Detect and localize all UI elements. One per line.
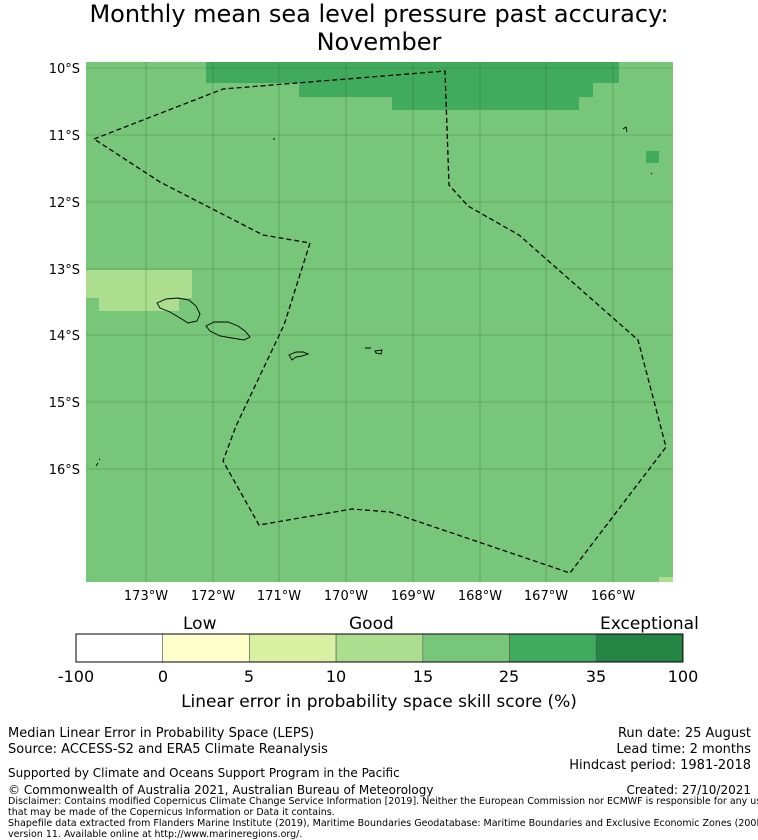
- lat-tick: 14°S: [49, 329, 80, 344]
- leps-description: Median Linear Error in Probability Space…: [8, 726, 315, 741]
- islands: [95, 126, 653, 467]
- lon-ticks: 173°W 172°W 171°W 170°W 169°W 168°W 167°…: [124, 589, 635, 604]
- lat-tick: 16°S: [49, 463, 80, 478]
- island-tutuila: [288, 351, 310, 361]
- lon-tick: 167°W: [524, 589, 568, 604]
- colorbar-cell: [595, 633, 684, 663]
- skill-patch-high: [206, 62, 619, 83]
- lead-time: Lead time: 2 months: [616, 742, 751, 757]
- source-text: Source: ACCESS-S2 and ERA5 Climate Reana…: [8, 742, 328, 757]
- lat-tick: 11°S: [49, 129, 80, 144]
- cb-tick: 25: [498, 667, 520, 686]
- created-date: Created: 27/10/2021: [626, 783, 751, 797]
- shapefile-line-1: Shapefile data extracted from Flanders M…: [8, 818, 758, 829]
- skill-patch-high: [619, 62, 673, 69]
- gridlines: [86, 62, 673, 582]
- lat-tick: 10°S: [49, 62, 80, 77]
- title-line-1: Monthly mean sea level pressure past acc…: [89, 0, 669, 28]
- disclaimer-line-2: that may be made of the Copernicus Infor…: [8, 807, 335, 818]
- island-small: [95, 126, 653, 467]
- skill-patch-good: [99, 298, 179, 311]
- cb-tick: 15: [412, 667, 434, 686]
- support-text: Supported by Climate and Oceans Support …: [8, 766, 400, 780]
- island-upolu: [205, 321, 251, 341]
- eez-boundary: [92, 70, 667, 574]
- disclaimer-line-1: Disclaimer: Contains modified Copernicus…: [8, 796, 758, 807]
- colorbar-cell: [509, 633, 597, 663]
- colorbar-cell: [249, 633, 337, 663]
- colorbar-cell: [75, 633, 163, 663]
- cb-tick: -100: [57, 667, 95, 686]
- lon-tick: 166°W: [591, 589, 635, 604]
- footer-left: Median Linear Error in Probability Space…: [8, 726, 328, 758]
- skill-patch-high: [392, 97, 579, 110]
- cb-tick: 10: [325, 667, 347, 686]
- footer-right: Run date: 25 August Lead time: 2 months …: [569, 726, 751, 774]
- chart-title: Monthly mean sea level pressure past acc…: [0, 0, 758, 56]
- run-date: Run date: 25 August: [617, 726, 751, 741]
- colorbar: [75, 633, 684, 663]
- shapefile-line-2: version 11. Available online at http://w…: [8, 829, 303, 840]
- skill-patch-high: [646, 151, 659, 163]
- lon-tick: 173°W: [124, 589, 168, 604]
- hindcast-period: Hindcast period: 1981-2018: [569, 758, 751, 773]
- colorbar-outline: [75, 633, 684, 663]
- lon-tick: 169°W: [391, 589, 435, 604]
- colorbar-cell: [422, 633, 510, 663]
- colorbar-cell: [335, 633, 424, 663]
- copyright-text: © Commonwealth of Australia 2021, Austra…: [8, 783, 434, 797]
- lat-tick: 12°S: [49, 196, 80, 211]
- lat-ticks: 10°S 11°S 12°S 13°S 14°S 15°S 16°S: [49, 62, 80, 478]
- skill-patch-good: [659, 577, 673, 582]
- category-low: Low: [183, 614, 217, 634]
- lon-tick: 172°W: [191, 589, 235, 604]
- skill-map: 10°S 11°S 12°S 13°S 14°S 15°S 16°S 173°W…: [49, 62, 673, 604]
- colorbar-cell: [162, 633, 250, 663]
- lat-tick: 15°S: [49, 396, 80, 411]
- island-savaii: [156, 297, 201, 324]
- map-background: [86, 62, 673, 582]
- island-manua: [365, 347, 383, 355]
- lon-tick: 170°W: [324, 589, 368, 604]
- title-line-2: November: [316, 28, 442, 56]
- category-good: Good: [349, 614, 394, 634]
- cb-tick: 5: [243, 667, 255, 686]
- cb-tick: 0: [157, 667, 169, 686]
- category-exceptional: Exceptional: [600, 614, 699, 634]
- skill-patch-good: [86, 270, 192, 298]
- colorbar-label: Linear error in probability space skill …: [181, 692, 577, 712]
- lat-tick: 13°S: [49, 263, 80, 278]
- disclaimer: Disclaimer: Contains modified Copernicus…: [8, 796, 758, 840]
- cb-tick: 35: [585, 667, 607, 686]
- lon-tick: 171°W: [257, 589, 301, 604]
- lon-tick: 168°W: [458, 589, 502, 604]
- cb-tick: 100: [667, 667, 699, 686]
